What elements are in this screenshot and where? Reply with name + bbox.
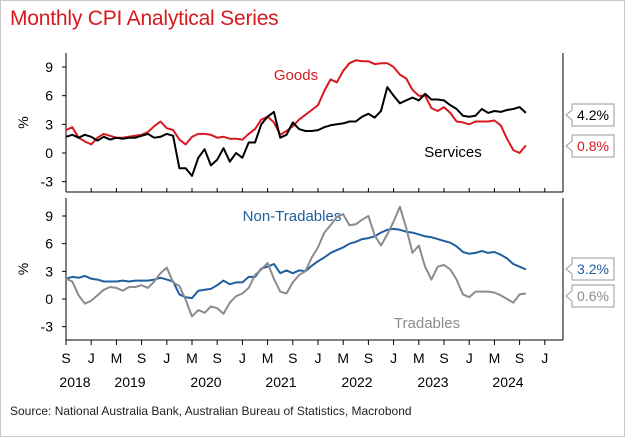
x-month-label: M — [489, 350, 501, 366]
x-year-label: 2020 — [190, 374, 221, 390]
x-month-label: M — [111, 350, 123, 366]
y-tick-label: 9 — [45, 59, 53, 75]
x-year-label: 2019 — [114, 374, 145, 390]
x-month-label: S — [61, 350, 70, 366]
x-month-label: J — [390, 350, 397, 366]
goods-line — [65, 59, 527, 154]
source-note: Source: National Australia Bank, Austral… — [10, 404, 412, 418]
y-axis-label: % — [15, 116, 31, 128]
non-tradables-end-value: 3.2% — [577, 261, 609, 277]
x-year-label: 2022 — [341, 374, 372, 390]
x-year-label: 2021 — [265, 374, 296, 390]
chart-title: Monthly CPI Analytical Series — [10, 7, 279, 30]
x-month-label: S — [515, 350, 524, 366]
goods-end-box — [565, 134, 615, 158]
x-month-label: J — [541, 350, 548, 366]
y-tick-label: 6 — [45, 88, 53, 104]
y-tick-label: 3 — [45, 263, 53, 279]
non-tradables-end-box — [565, 257, 615, 281]
y-tick-label: 3 — [45, 116, 53, 132]
goods-end-value: 0.8% — [577, 138, 609, 154]
x-year-label: 2024 — [492, 374, 523, 390]
x-month-label: S — [288, 350, 297, 366]
goods-label: Goods — [274, 67, 318, 84]
x-month-label: J — [88, 350, 95, 366]
y-axis-label: % — [15, 263, 31, 275]
x-month-label: M — [186, 350, 198, 366]
services-label: Services — [424, 144, 482, 161]
x-month-label: J — [239, 350, 246, 366]
x-month-label: S — [364, 350, 373, 366]
y-tick-label: 0 — [45, 291, 53, 307]
y-tick-label: -3 — [41, 174, 54, 190]
y-tick-label: 9 — [45, 208, 53, 224]
x-month-label: M — [262, 350, 274, 366]
y-tick-label: 6 — [45, 236, 53, 252]
non-tradables-label: Non-Tradables — [243, 208, 342, 225]
tradables-end-box — [565, 284, 615, 308]
x-month-label: S — [137, 350, 146, 366]
x-month-label: J — [315, 350, 322, 366]
services-end-value: 4.2% — [577, 107, 609, 123]
x-month-label: J — [163, 350, 170, 366]
x-year-label: 2023 — [417, 374, 448, 390]
x-month-label: S — [213, 350, 222, 366]
tradables-end-value: 0.6% — [577, 288, 609, 304]
x-month-label: M — [337, 350, 349, 366]
x-month-label: S — [439, 350, 448, 366]
y-tick-label: -3 — [41, 319, 54, 335]
tradables-line — [65, 205, 527, 318]
tradables-label: Tradables — [394, 315, 460, 332]
y-tick-label: 0 — [45, 145, 53, 161]
x-month-label: J — [466, 350, 473, 366]
x-year-label: 2018 — [59, 374, 90, 390]
non-tradables-line — [65, 227, 527, 300]
services-end-box — [565, 103, 615, 127]
services-line — [65, 86, 527, 177]
x-month-label: M — [413, 350, 425, 366]
